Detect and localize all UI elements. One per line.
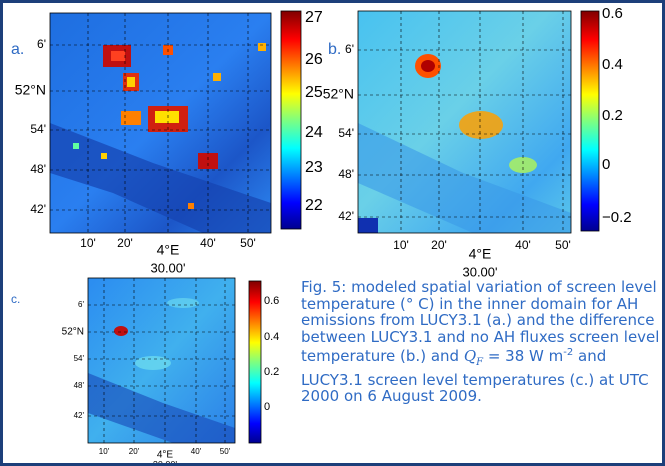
- x-tick-label: 40': [515, 238, 531, 252]
- map-b: [358, 11, 571, 233]
- x-tick-label: 4°E: [157, 242, 180, 258]
- y-tick-label: 6': [78, 300, 84, 309]
- colorbar-tick-label: 23: [305, 159, 323, 176]
- x-tick-label: 50': [240, 236, 256, 250]
- caption: Fig. 5: modeled spatial variation of scr…: [301, 279, 661, 405]
- y-tick-label: 42': [338, 209, 354, 223]
- y-tick-label: 52°N: [323, 86, 354, 102]
- map-frame: [87, 277, 236, 444]
- colorbar-tick-label: 27: [305, 9, 323, 26]
- colorbar-tick-label: 0.6: [602, 5, 623, 22]
- caption-superscript: -2: [563, 347, 574, 358]
- x-tick-label: 20': [431, 238, 447, 252]
- caption-text: Fig. 5: modeled spatial variation of scr…: [301, 278, 660, 365]
- y-tick-label: 48': [30, 162, 46, 176]
- y-tick-label: 6': [345, 42, 354, 56]
- x-tick-label: 4°E: [157, 450, 174, 461]
- map-a: [50, 13, 271, 233]
- colorbar-tick-label: 25: [305, 84, 323, 101]
- x-tick-label: 10': [80, 236, 96, 250]
- map-c: [88, 278, 235, 443]
- colorbar-b: [580, 10, 600, 232]
- colorbar-a: [280, 10, 302, 230]
- panel-label: a.: [11, 41, 24, 58]
- colorbar-tick-label: 0.4: [602, 56, 623, 73]
- x-tick-label: 10': [393, 238, 409, 252]
- x-tick-label: 50': [555, 238, 571, 252]
- colorbar-tick-label: 0.6: [264, 295, 279, 307]
- y-tick-label: 54': [30, 122, 46, 136]
- y-tick-label: 54': [74, 354, 85, 363]
- y-tick-label: 42': [74, 411, 85, 420]
- colorbar-tick-label: 0.2: [264, 366, 279, 378]
- x-sub-label: 30.00': [462, 264, 497, 279]
- caption-text: and LUCY3.1 screen level temperatures (c…: [301, 347, 649, 405]
- map-frame: [357, 10, 572, 234]
- y-tick-label: 48': [74, 381, 85, 390]
- map-frame: [49, 12, 272, 234]
- y-tick-label: 54': [338, 126, 354, 140]
- caption-subscript: F: [476, 357, 484, 368]
- colorbar-tick-label: 0: [264, 401, 270, 413]
- x-tick-label: 50': [220, 447, 231, 456]
- colorbar-tick-label: 0.4: [264, 331, 279, 343]
- x-tick-label: 20': [117, 236, 133, 250]
- caption-symbol: Q: [463, 347, 477, 365]
- x-tick-label: 40': [191, 447, 202, 456]
- colorbar-c: [248, 280, 262, 444]
- x-sub-label: 30.00': [150, 260, 185, 275]
- y-tick-label: 52°N: [15, 82, 46, 98]
- x-tick-label: 40': [200, 236, 216, 250]
- y-tick-label: 42': [30, 202, 46, 216]
- x-tick-label: 10': [99, 447, 110, 456]
- y-tick-label: 52°N: [62, 327, 84, 338]
- x-tick-label: 4°E: [469, 246, 492, 262]
- y-tick-label: 48': [338, 167, 354, 181]
- colorbar-tick-label: 26: [305, 51, 323, 68]
- colorbar-tick-label: 0.2: [602, 107, 623, 124]
- colorbar-tick-label: 0: [602, 156, 610, 173]
- colorbar-tick-label: 22: [305, 197, 323, 214]
- colorbar-tick-label: 24: [305, 124, 323, 141]
- x-tick-label: 20': [129, 447, 140, 456]
- panel-label: c.: [11, 292, 20, 306]
- x-sub-label: 30.00': [153, 459, 178, 466]
- caption-text: = 38 W m: [483, 347, 564, 365]
- colorbar-tick-label: −0.2: [602, 209, 632, 226]
- figure: a. 6' 52°N 54' 48' 42' 10' 20' 4°E 40' 50' 30.00' 27…: [11, 5, 632, 466]
- y-tick-label: 6': [37, 37, 46, 51]
- panel-label: b.: [328, 41, 341, 58]
